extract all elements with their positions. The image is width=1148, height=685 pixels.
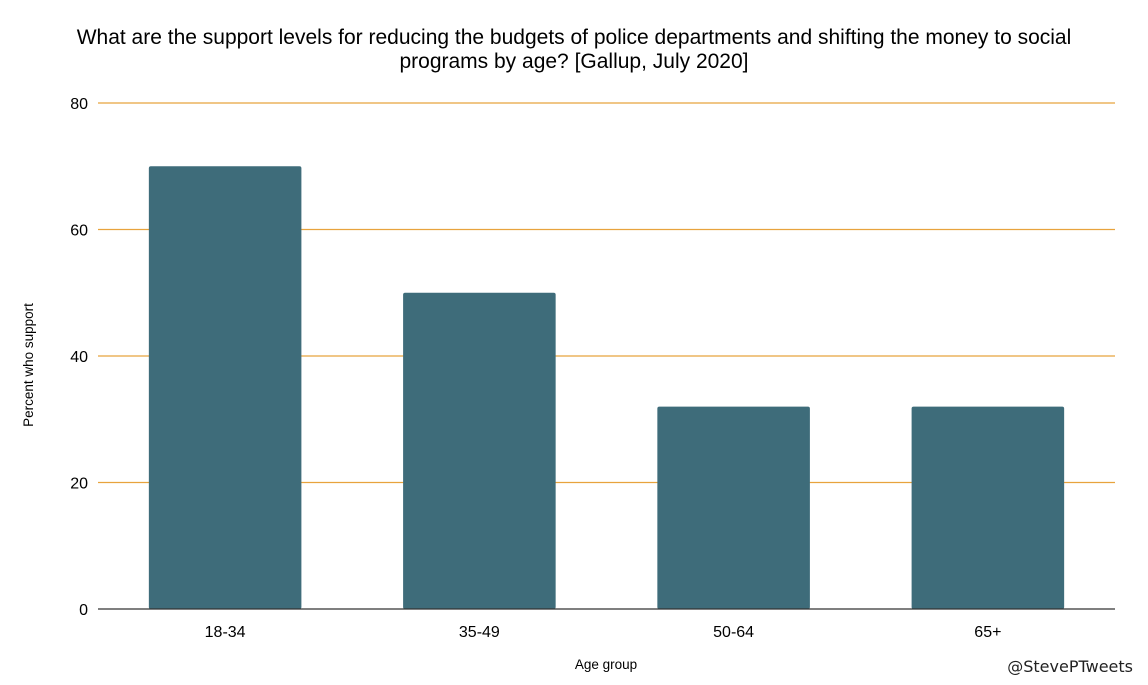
credit-annotation: @StevePTweets xyxy=(1007,657,1133,676)
bars xyxy=(148,166,1065,609)
bar-65+ xyxy=(911,406,1065,609)
x-axis-label: Age group xyxy=(575,657,637,672)
chart-title-line-1: What are the support levels for reducing… xyxy=(77,26,1072,49)
bar-50-64 xyxy=(657,406,810,609)
x-tick-label: 18-34 xyxy=(205,624,246,641)
x-tick-label: 65+ xyxy=(974,624,1001,641)
bar-35-49 xyxy=(403,292,556,609)
x-tick-label: 50-64 xyxy=(713,624,754,641)
x-tick-label: 35-49 xyxy=(459,624,500,641)
x-axis-ticks: 18-34 35-49 50-64 65+ xyxy=(205,624,1002,641)
y-tick-label: 60 xyxy=(70,223,88,240)
bar-18-34 xyxy=(148,166,302,609)
y-tick-label: 20 xyxy=(70,476,88,493)
y-axis-ticks: 0 20 40 60 80 xyxy=(70,96,88,619)
chart-title-line-2: programs by age? [Gallup, July 2020] xyxy=(399,50,748,73)
y-axis-label: Percent who support xyxy=(21,303,36,427)
y-tick-label: 80 xyxy=(70,96,88,113)
y-tick-label: 40 xyxy=(70,349,88,366)
y-tick-label: 0 xyxy=(79,602,88,619)
